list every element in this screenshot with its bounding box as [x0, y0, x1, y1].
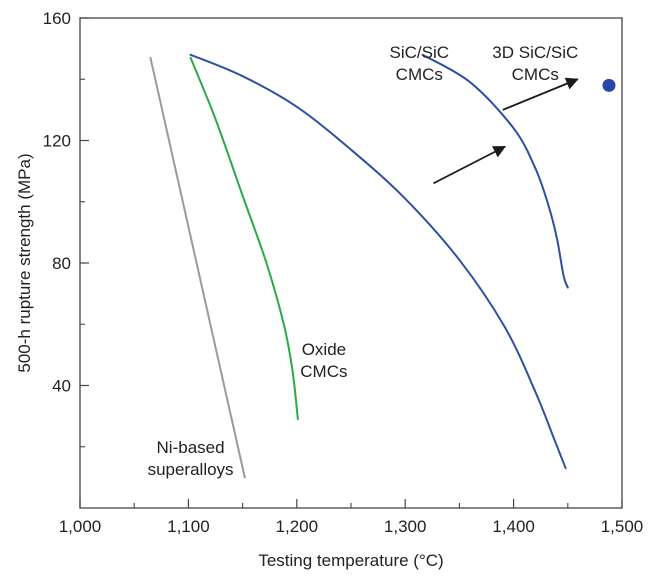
- x-tick-label: 1,100: [167, 517, 210, 536]
- x-tick-label: 1,000: [59, 517, 102, 536]
- ni-superalloys-annotation: Ni-based superalloys: [148, 438, 234, 479]
- oxide-cmcs-line: [189, 56, 299, 421]
- 3d-sic-sic-cmcs-annotation: 3D SiC/SiC CMCs: [492, 43, 578, 84]
- y-axis-label: 500-h rupture strength (MPa): [15, 153, 34, 372]
- y-tick-label: 40: [52, 377, 71, 396]
- trend-arrow: [502, 77, 579, 111]
- arrow-layer: [432, 77, 579, 185]
- x-axis-label: Testing temperature (°C): [258, 551, 443, 570]
- 3d-sic-sic-cmcs-line: [421, 53, 569, 289]
- oxide-cmcs-annotation: Oxide CMCs: [300, 340, 347, 381]
- 3d-sic-sic-data-point: [602, 78, 616, 92]
- annotation-layer: Ni-based superalloys Oxide CMCs SiC/SiC CMCs 3…: [148, 43, 579, 479]
- point-layer: [602, 78, 616, 92]
- x-tick-label: 1,200: [276, 517, 319, 536]
- tick-layer: 1,000 1,100 1,200 1,300 1,400 1,500 40 80 120 160: [43, 9, 644, 536]
- x-tick-label: 1,500: [601, 517, 644, 536]
- y-tick-label: 80: [52, 254, 71, 273]
- x-tick-label: 1,300: [384, 517, 427, 536]
- ni-superalloys-line: [149, 56, 246, 479]
- sic-sic-cmcs-line: [189, 53, 567, 470]
- x-tick-label: 1,400: [492, 517, 535, 536]
- y-tick-label: 160: [43, 9, 71, 28]
- trend-arrow: [432, 145, 507, 185]
- series-layer: [149, 53, 569, 479]
- sic-sic-cmcs-annotation: SiC/SiC CMCs: [390, 43, 450, 84]
- y-tick-label: 120: [43, 132, 71, 151]
